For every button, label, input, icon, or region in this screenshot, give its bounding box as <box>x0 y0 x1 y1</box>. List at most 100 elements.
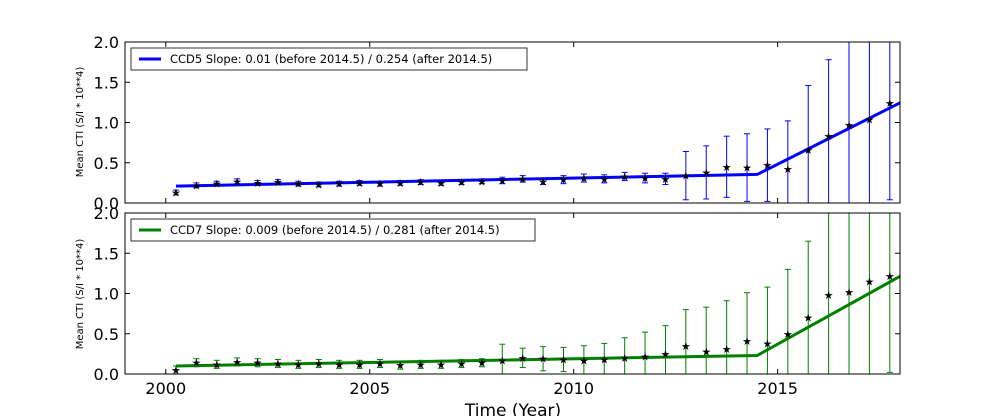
ccd5-data-point: ★ <box>253 177 263 190</box>
ccd5-data-point: ★ <box>864 113 874 126</box>
ccd7-data-point: ★ <box>701 345 711 358</box>
ccd5-data-point: ★ <box>742 162 752 175</box>
ccd5-error-bar <box>703 145 710 200</box>
ccd7-error-bar <box>828 213 830 374</box>
ccd7-x-ticks: 2000 2005 2010 2015 <box>145 213 798 398</box>
ccd5-data-point: ★ <box>355 177 365 190</box>
ccd7-data-point: ★ <box>681 340 691 353</box>
ccd7-y-tick-label: 0.0 <box>94 365 119 384</box>
ccd5-error-bar <box>825 59 832 203</box>
ccd7-data-point: ★ <box>497 354 507 367</box>
ccd7-x-tick-label: 2010 <box>553 379 594 398</box>
ccd7-error-bar <box>764 286 771 374</box>
ccd7-error-bar <box>642 331 649 374</box>
ccd5-data-point: ★ <box>171 187 181 200</box>
ccd7-data-point: ★ <box>722 343 732 356</box>
ccd5-data-point: ★ <box>844 119 854 132</box>
ccd7-y-ticks: 0.0 0.5 1.0 1.5 2.0 <box>94 204 900 384</box>
ccd5-data-point: ★ <box>681 170 691 183</box>
ccd7-x-tick-label: 2015 <box>757 379 798 398</box>
ccd5-plot-area: ★ ★ ★ ★ ★ ★ ★ ★ ★ ★ ★ ★ ★ ★ ★ ★ ★ ★ ★ ★ ★ ★ ★ ★ ★ ★ ★ ★ ★ ★ ★ ★ ★ ★ ★ ★ <box>171 42 900 203</box>
ccd7-error-bar <box>682 309 689 374</box>
ccd5-y-tick-label: 0.0 <box>94 194 119 213</box>
ccd7-data-point: ★ <box>416 358 426 371</box>
ccd5-error-bar <box>172 189 179 196</box>
ccd7-data-point: ★ <box>518 352 528 365</box>
ccd5-data-point: ★ <box>518 173 528 186</box>
ccd7-data-point: ★ <box>457 358 467 371</box>
ccd5-data-point: ★ <box>661 173 671 186</box>
ccd7-x-tick-label: 2005 <box>349 379 390 398</box>
ccd7-data-point: ★ <box>864 275 874 288</box>
ccd5-error-bar <box>805 84 812 203</box>
ccd5-fit-line <box>175 101 900 188</box>
ccd5-panel: ★ ★ ★ ★ ★ ★ ★ ★ ★ ★ ★ ★ ★ ★ ★ ★ ★ ★ ★ ★ ★ ★ ★ ★ ★ ★ ★ ★ ★ ★ ★ ★ ★ ★ ★ ★ 0.0… <box>75 33 901 213</box>
ccd7-data-point: ★ <box>661 348 671 361</box>
ccd5-data-point: ★ <box>232 175 242 188</box>
ccd7-y-tick-label: 1.0 <box>94 285 119 304</box>
ccd7-data-point: ★ <box>212 358 222 371</box>
ccd5-y-tick-label: 0.5 <box>94 154 119 173</box>
ccd5-data-point: ★ <box>436 177 446 190</box>
ccd7-error-bar <box>848 213 850 374</box>
ccd7-data-point: ★ <box>171 364 181 377</box>
ccd5-data-point: ★ <box>762 159 772 172</box>
ccd7-plot-area: ★ ★ ★ ★ ★ ★ ★ ★ ★ ★ ★ ★ ★ ★ ★ ★ ★ ★ ★ ★ ★ ★ ★ ★ ★ ★ ★ ★ ★ ★ ★ ★ ★ ★ ★ ★ <box>171 213 900 377</box>
ccd5-data-point: ★ <box>783 163 793 176</box>
ccd5-data-point: ★ <box>457 176 467 189</box>
ccd5-y-tick-label: 1.5 <box>94 73 119 92</box>
ccd7-data-point: ★ <box>559 354 569 367</box>
ccd7-error-bar <box>519 347 526 369</box>
ccd5-data-point: ★ <box>334 178 344 191</box>
ccd5-data-point: ★ <box>824 130 834 143</box>
ccd5-data-point: ★ <box>293 178 303 191</box>
ccd5-data-point: ★ <box>191 179 201 192</box>
ccd5-data-point: ★ <box>722 161 732 174</box>
ccd7-y-tick-label: 0.5 <box>94 325 119 344</box>
ccd5-data-point: ★ <box>620 170 630 183</box>
ccd7-y-tick-label: 2.0 <box>94 204 119 223</box>
x-axis-label: Time (Year) <box>464 401 561 416</box>
ccd7-data-point: ★ <box>273 358 283 371</box>
ccd7-data-point: ★ <box>375 358 385 371</box>
ccd5-data-point: ★ <box>375 178 385 191</box>
ccd7-error-bar <box>784 268 791 374</box>
ccd7-data-point: ★ <box>824 289 834 302</box>
ccd7-legend: CCD7 Slope: 0.009 (before 2014.5) / 0.28… <box>130 218 536 242</box>
ccd5-data-point: ★ <box>314 178 324 191</box>
ccd5-data-point: ★ <box>701 166 711 179</box>
ccd7-data-point: ★ <box>783 328 793 341</box>
ccd5-data-point: ★ <box>559 174 569 187</box>
ccd7-data-point: ★ <box>355 358 365 371</box>
ccd5-y-tick-label: 1.0 <box>94 114 119 133</box>
ccd5-data-point: ★ <box>885 97 895 110</box>
ccd7-y-tick-label: 1.5 <box>94 244 119 263</box>
ccd7-legend-label: CCD7 Slope: 0.009 (before 2014.5) / 0.28… <box>170 223 500 237</box>
ccd5-legend: CCD5 Slope: 0.01 (before 2014.5) / 0.254… <box>130 47 528 71</box>
ccd7-fit-line <box>175 275 900 368</box>
ccd7-error-bar <box>886 213 893 373</box>
ccd7-error-bar <box>662 325 669 374</box>
ccd7-error-bar <box>805 240 812 374</box>
ccd5-data-point: ★ <box>416 176 426 189</box>
ccd7-data-point: ★ <box>599 354 609 367</box>
ccd7-data-point: ★ <box>395 359 405 372</box>
ccd5-y-tick-label: 2.0 <box>94 33 119 52</box>
ccd5-error-bar <box>868 42 870 203</box>
ccd7-x-tick-label: 2000 <box>145 379 186 398</box>
ccd7-data-point: ★ <box>762 337 772 350</box>
ccd7-data-point: ★ <box>314 358 324 371</box>
ccd7-error-bar <box>621 337 628 374</box>
ccd7-data-point: ★ <box>844 286 854 299</box>
ccd5-data-point: ★ <box>477 175 487 188</box>
ccd5-data-point: ★ <box>579 172 589 185</box>
ccd5-y-ticks: 0.0 0.5 1.0 1.5 2.0 <box>94 33 900 213</box>
ccd7-data-point: ★ <box>477 357 487 370</box>
ccd5-error-bar <box>886 42 893 201</box>
ccd7-data-point: ★ <box>803 312 813 325</box>
ccd7-error-bar <box>744 292 751 374</box>
ccd7-data-point: ★ <box>640 350 650 363</box>
ccd5-error-bar <box>723 135 730 198</box>
ccd5-data-point: ★ <box>599 173 609 186</box>
